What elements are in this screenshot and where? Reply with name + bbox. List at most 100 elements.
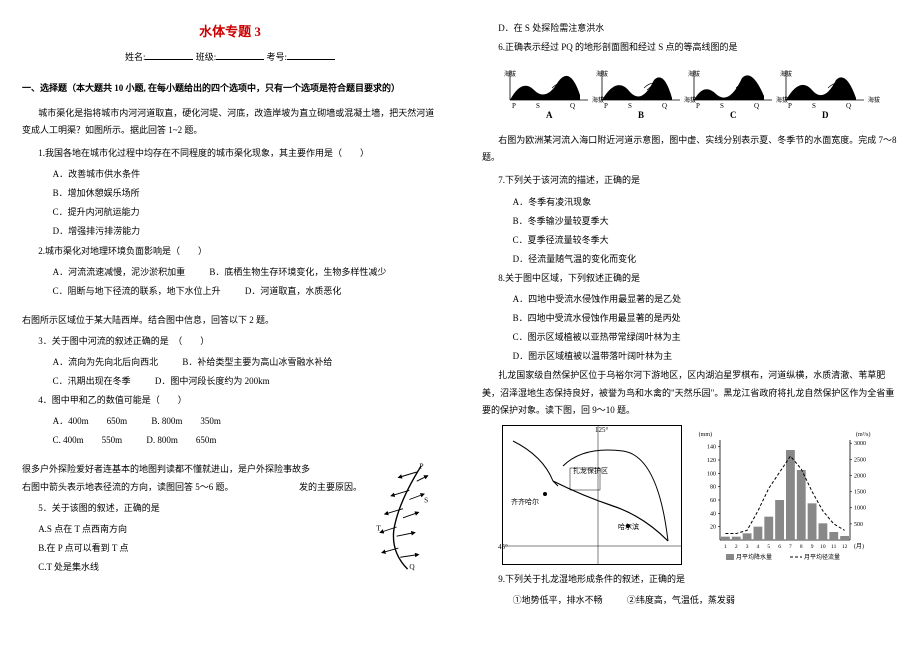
- svg-text:Q: Q: [846, 102, 851, 110]
- q2-row2: C．阻断与地下径流的联系，地下水位上升 D．河道取直，水质恶化: [53, 283, 438, 300]
- svg-text:9: 9: [811, 544, 814, 550]
- q4-opt-b: B. 800m 350m: [151, 413, 221, 430]
- name-blank: [145, 50, 193, 60]
- q2-row1: A．河流流速减慢，泥沙淤积加重 B．底栖生物生存环境变化，生物多样性减少: [53, 264, 438, 281]
- svg-text:S: S: [424, 496, 428, 505]
- q4-opt-a: A．400m 650m: [53, 413, 128, 430]
- question-2: 2.城市渠化对地理环境负面影响是（ ）: [22, 243, 438, 260]
- q3-row1: A．流向为先向北后向西北 B．补给类型主要为高山冰雪融水补给: [53, 354, 438, 371]
- q9-opt-b: ②纬度高，气温低，蒸发弱: [627, 592, 735, 609]
- intro3b: 发的主要原因。: [299, 479, 362, 496]
- map-figure: 125° 45° 齐齐哈尔 扎龙保护区 哈尔滨: [502, 425, 682, 565]
- intro-4: 右图为欧洲某河流入海口附近河道示意图，图中虚、实线分别表示夏、冬季节的水面宽度。…: [482, 132, 898, 166]
- q8-opt-c: C．图示区域植被以亚热带常绿阔叶林为主: [513, 329, 898, 346]
- q3-opt-a: A．流向为先向北后向西北: [53, 354, 159, 371]
- map-lon: 125°: [595, 424, 608, 437]
- q1-opt-c: C．提升内河航运能力: [53, 204, 438, 221]
- meta-row: 姓名: 班级: 考号:: [22, 49, 438, 66]
- svg-text:1000: 1000: [854, 505, 866, 511]
- q2-opt-a: A．河流流速减慢，泥沙淤积加重: [53, 264, 186, 281]
- question-6: 6.正确表示经过 PQ 的地形剖面图和经过 S 点的等高线图的是: [482, 39, 898, 56]
- svg-text:海拔: 海拔: [596, 70, 608, 78]
- left-column: 水体专题 3 姓名: 班级: 考号: 一、选择题（本大题共 10 小题, 在每小…: [0, 0, 460, 651]
- intro3a: 很多户外探险爱好者连基本的地图判读都不懂就进山，是户外探险事故多: [22, 464, 310, 474]
- svg-text:(月): (月): [854, 543, 864, 550]
- q1-opt-b: B．增加休憩娱乐场所: [53, 185, 438, 202]
- question-7: 7.下列关于该河流的描述，正确的是: [482, 172, 898, 189]
- map-chart-row: 125° 45° 齐齐哈尔 扎龙保护区 哈尔滨 2040608010012014…: [502, 425, 898, 565]
- svg-text:P: P: [512, 102, 516, 110]
- svg-text:60: 60: [710, 498, 716, 504]
- q3-opt-d: D．图中河段长度约为 200km: [155, 373, 270, 390]
- svg-text:7: 7: [789, 544, 792, 550]
- svg-text:海拔: 海拔: [504, 70, 516, 78]
- spacer: [22, 451, 438, 461]
- svg-text:40: 40: [710, 511, 716, 517]
- map-lat: 45°: [498, 541, 508, 554]
- spacer: [22, 302, 438, 312]
- svg-text:C: C: [730, 110, 737, 120]
- city-zhalong: 扎龙保护区: [573, 468, 608, 476]
- city-qiqihar: 齐齐哈尔: [511, 496, 539, 509]
- right-column: D．在 S 处探险需注意洪水 6.正确表示经过 PQ 的地形剖面图和经过 S 点…: [460, 0, 920, 651]
- svg-text:11: 11: [831, 544, 837, 550]
- svg-text:P: P: [788, 102, 792, 110]
- city-haerbin: 哈尔滨: [618, 521, 639, 534]
- intro-2: 右图所示区域位于某大陆西岸。结合图中信息，回答以下 2 题。: [22, 312, 438, 329]
- q7-opt-d: D．径流量随气温的变化而变化: [513, 251, 898, 268]
- question-3: 3．关于图中河流的叙述正确的是 （ ）: [22, 333, 438, 350]
- q8-opt-a: A．四地中受流水侵蚀作用最显著的是乙处: [513, 291, 898, 308]
- svg-text:1500: 1500: [854, 489, 866, 495]
- svg-text:8: 8: [800, 544, 803, 550]
- svg-text:Q: Q: [662, 102, 667, 110]
- svg-text:12: 12: [842, 544, 848, 550]
- question-1: 1.我国各地在城市化过程中均存在不同程度的城市渠化现象，其主要作用是（ ）: [22, 145, 438, 162]
- svg-text:140: 140: [707, 444, 716, 450]
- q7-opt-b: B．冬季输沙量较夏季大: [513, 213, 898, 230]
- question-8: 8.关于图中区域，下列叙述正确的是: [482, 270, 898, 287]
- svg-text:海拔: 海拔: [780, 70, 792, 78]
- svg-text:P: P: [696, 102, 700, 110]
- intro-5: 扎龙国家级自然保护区位于乌裕尔河下游地区，区内湖泊星罗棋布，河道纵横，水质清澈、…: [482, 367, 898, 418]
- svg-text:2000: 2000: [854, 473, 866, 479]
- svg-text:3000: 3000: [854, 441, 866, 447]
- q1-opt-d: D．增强排污排涝能力: [53, 223, 438, 240]
- svg-text:P: P: [604, 102, 608, 110]
- climate-chart: 2040608010012014050010001500200025003000…: [692, 425, 882, 565]
- svg-text:P: P: [420, 462, 424, 471]
- q1-opt-a: A．改善城市供水条件: [53, 166, 438, 183]
- q3-row2: C．汛期出现在冬季 D．图中河段长度约为 200km: [53, 373, 438, 390]
- svg-text:S: S: [720, 102, 724, 110]
- svg-text:月平均径流量: 月平均径流量: [804, 553, 840, 561]
- svg-text:100: 100: [707, 471, 716, 477]
- svg-text:3: 3: [746, 544, 749, 550]
- svg-text:120: 120: [707, 458, 716, 464]
- svg-text:Q: Q: [754, 102, 759, 110]
- name-label: 姓名:: [125, 52, 146, 62]
- svg-text:5: 5: [767, 544, 770, 550]
- page-title: 水体专题 3: [22, 20, 438, 45]
- svg-text:Q: Q: [409, 563, 415, 572]
- q8-opt-b: B．四地中受流水侵蚀作用最显著的是丙处: [513, 310, 898, 327]
- q7-opt-c: C．夏季径流量较冬季大: [513, 232, 898, 249]
- svg-text:S: S: [628, 102, 632, 110]
- q4-opt-d: D. 800m 650m: [146, 432, 216, 449]
- class-blank: [216, 50, 264, 60]
- q2-opt-b: B．底栖生物生存环境变化，生物多样性减少: [209, 264, 386, 281]
- q8-opt-d: D．图示区域植被以温带落叶阔叶林为主: [513, 348, 898, 365]
- class-label: 班级:: [196, 52, 217, 62]
- svg-text:(m³/s): (m³/s): [856, 431, 870, 438]
- arrow-diagram: P S T Q: [368, 461, 438, 571]
- svg-text:海拔: 海拔: [688, 70, 700, 78]
- svg-text:Q: Q: [570, 102, 575, 110]
- q2-opt-d: D．河道取直，水质恶化: [245, 283, 342, 300]
- svg-text:月平均降水量: 月平均降水量: [736, 553, 772, 561]
- section-heading: 一、选择题（本大题共 10 小题, 在每小题给出的四个选项中，只有一个选项是符合…: [22, 80, 438, 97]
- svg-text:2: 2: [735, 544, 738, 550]
- q7-opt-a: A．冬季有凌汛现象: [513, 194, 898, 211]
- q9-opt-a: ①地势低平，排水不畅: [513, 592, 603, 609]
- svg-text:A: A: [546, 110, 553, 120]
- svg-text:2500: 2500: [854, 457, 866, 463]
- svg-text:20: 20: [710, 524, 716, 530]
- q2-opt-c: C．阻断与地下径流的联系，地下水位上升: [53, 283, 221, 300]
